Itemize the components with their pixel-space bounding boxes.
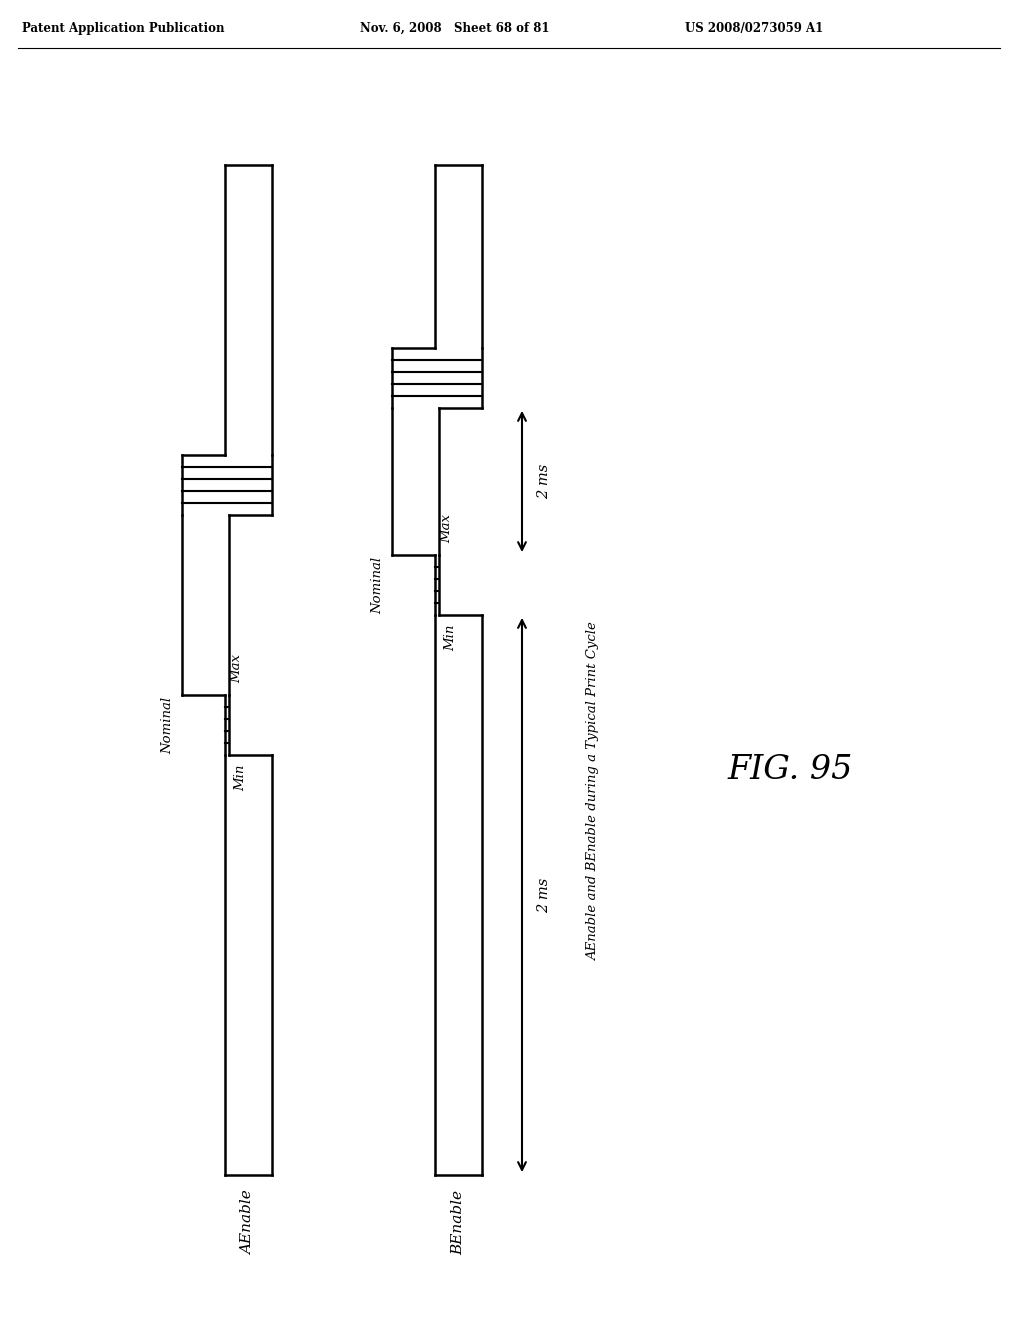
Text: Max: Max [440,513,453,543]
Text: FIG. 95: FIG. 95 [727,754,853,785]
Text: Nominal: Nominal [371,557,384,614]
Text: 2 ms: 2 ms [537,878,551,912]
Text: Min: Min [234,766,247,792]
Text: Patent Application Publication: Patent Application Publication [22,22,224,36]
Text: Nov. 6, 2008   Sheet 68 of 81: Nov. 6, 2008 Sheet 68 of 81 [360,22,550,36]
Text: Nominal: Nominal [161,697,174,754]
Text: AEnable: AEnable [242,1191,256,1255]
Text: AEnable and BEnable during a Typical Print Cycle: AEnable and BEnable during a Typical Pri… [587,622,600,961]
Text: Max: Max [230,653,243,682]
Text: US 2008/0273059 A1: US 2008/0273059 A1 [685,22,823,36]
Text: Min: Min [444,624,457,651]
Text: 2 ms: 2 ms [537,463,551,499]
Text: BEnable: BEnable [452,1191,466,1255]
